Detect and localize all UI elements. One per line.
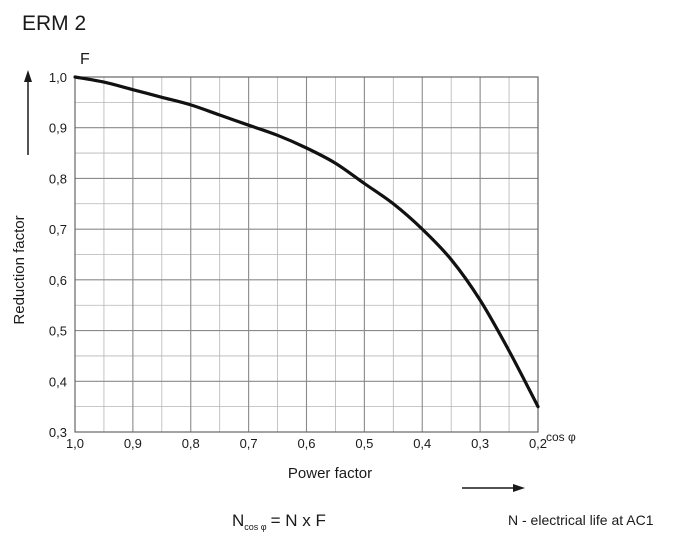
x-axis-arrow (462, 484, 525, 492)
y-tick-label: 1,0 (49, 70, 67, 85)
y-tick-label: 0,6 (49, 273, 67, 288)
y-tick-label: 0,9 (49, 121, 67, 136)
y-tick-label: 0,8 (49, 171, 67, 186)
x-tick-label: 1,0 (66, 436, 84, 451)
x-tick-labels: 1,0 0,9 0,8 0,7 0,6 0,5 0,4 0,3 0,2 (66, 436, 547, 451)
x-tick-label: 0,8 (182, 436, 200, 451)
chart-title: ERM 2 (22, 12, 86, 35)
formula-rhs: = N x F (271, 511, 326, 530)
y-tick-label: 0,5 (49, 324, 67, 339)
x-tick-label: 0,6 (297, 436, 315, 451)
x-tick-label: 0,4 (413, 436, 431, 451)
x-tick-label: 0,3 (471, 436, 489, 451)
svg-text:Ncos φ= N x F: Ncos φ = N x F (232, 511, 326, 532)
reduction-factor-curve (73, 75, 540, 409)
x-tick-label: 0,2 (529, 436, 547, 451)
y-axis-label: Reduction factor (11, 215, 28, 324)
major-grid (75, 77, 538, 432)
life-note: N - electrical life at AC1 (508, 512, 654, 528)
y-tick-label: 0,7 (49, 222, 67, 237)
y-axis-arrow (24, 70, 32, 155)
x-unit-label: cos φ (546, 430, 576, 444)
formula-lhs: N (232, 511, 244, 530)
y-tick-labels: 0,3 0,4 0,5 0,6 0,7 0,8 0,9 1,0 (49, 70, 67, 440)
y-axis-symbol: F (80, 51, 90, 68)
y-tick-label: 0,3 (49, 425, 67, 440)
formula: Ncos φ = N x F (232, 511, 326, 532)
formula-subscript: cos φ (244, 522, 267, 532)
x-tick-label: 0,7 (240, 436, 258, 451)
x-tick-label: 0,9 (124, 436, 142, 451)
y-tick-label: 0,4 (49, 374, 67, 389)
x-axis-label: Power factor (288, 465, 372, 482)
x-tick-label: 0,5 (355, 436, 373, 451)
plot-frame (74, 76, 539, 433)
